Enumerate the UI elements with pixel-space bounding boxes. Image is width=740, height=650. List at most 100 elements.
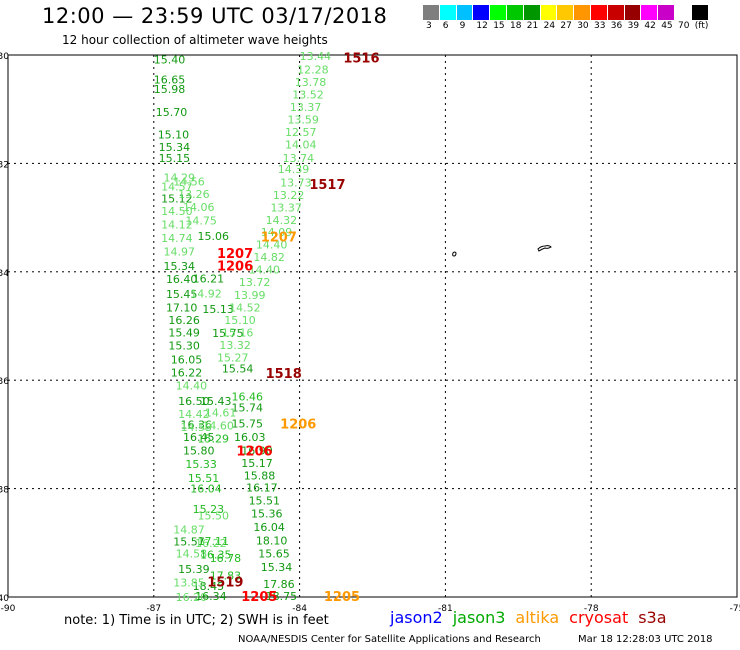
altimeter-tracks: 15.4016.6515.9815.7015.1015.3415.1515.12… <box>154 50 331 604</box>
color-scale-swatch <box>489 5 506 20</box>
wave-height-value: 13.22 <box>273 189 305 202</box>
wave-height-value: 16.26 <box>168 314 200 327</box>
color-scale-swatch <box>455 5 473 20</box>
color-scale-label: 9 <box>459 21 466 31</box>
color-scale-swatch <box>556 5 574 20</box>
wave-height-value: 12.57 <box>285 126 317 139</box>
wave-height-value: 15.51 <box>249 495 281 508</box>
wave-height-value: 14.09 <box>261 226 293 239</box>
wave-height-value: 15.54 <box>222 362 254 375</box>
color-scale-label: 36 <box>610 21 623 31</box>
wave-height-value: 15.75 <box>232 418 264 431</box>
wave-height-value: 16.17 <box>246 482 278 495</box>
wave-height-value: 15.40 <box>154 53 186 66</box>
wave-height-value: 14.06 <box>183 201 215 214</box>
lat-tick-label: -40 <box>0 594 9 604</box>
color-scale-swatch <box>422 5 439 20</box>
wave-height-value: 14.04 <box>285 138 317 151</box>
wave-height-value: 13.85 <box>173 576 205 589</box>
wave-height-value: 15.80 <box>183 445 215 458</box>
wave-height-value: 12.28 <box>297 64 329 77</box>
pass-time-label: 1206 <box>280 418 316 433</box>
wave-height-value: 15.57 <box>173 536 205 549</box>
pass-time-label: 1207 <box>217 247 253 262</box>
wave-height-value: 16.04 <box>190 483 222 496</box>
wave-height-value: 15.43 <box>200 395 232 408</box>
color-scale-label: 27 <box>560 21 572 31</box>
wave-height-value: 15.65 <box>258 548 290 561</box>
color-scale-labels: 3 6 9 12 15 18 21 24 27 30 33 36 39 42 45 70 (ft) <box>422 21 740 33</box>
pass-time-label: 1207 <box>261 231 297 246</box>
wave-height-value: 14.58 <box>176 548 208 561</box>
lon-tick-label: -78 <box>584 604 599 614</box>
wave-height-value: 14.53 <box>181 421 213 434</box>
wave-height-value: 14.42 <box>178 408 210 421</box>
color-scale-swatch <box>657 5 674 20</box>
island-outline <box>452 251 457 257</box>
pass-time-label: 1205 <box>241 590 277 605</box>
color-scale-swatch <box>673 5 691 20</box>
lon-tick-label: -81 <box>438 604 453 614</box>
pass-time-label: 1206 <box>236 445 272 460</box>
legend-item-s3a: s3a <box>638 608 667 627</box>
wave-height-value: 15.50 <box>198 510 230 523</box>
wave-height-value: 15.49 <box>168 327 200 340</box>
wave-height-value: 16.22 <box>171 367 203 380</box>
color-scale-label: 24 <box>543 21 556 31</box>
lat-tick-label: -36 <box>0 377 9 387</box>
wave-height-value: 14.87 <box>173 523 205 536</box>
page-subtitle: 12 hour collection of altimeter wave hei… <box>62 33 328 47</box>
wave-height-value: 14.57 <box>161 181 193 194</box>
pass-time-label: 1517 <box>309 178 345 193</box>
island-outlines <box>452 245 552 257</box>
wave-height-value: 17.83 <box>210 569 242 582</box>
wave-height-value: 15.27 <box>217 351 249 364</box>
lat-tick-label: -30 <box>0 52 9 62</box>
wave-height-value: 14.40 <box>256 239 287 252</box>
wave-height-value: 15.13 <box>202 303 234 316</box>
wave-height-value: 13.37 <box>290 101 322 114</box>
wave-height-value: 15.10 <box>158 129 190 142</box>
lat-tick-label: -34 <box>0 269 9 279</box>
wave-height-value: 14.60 <box>202 420 234 433</box>
wave-height-value: 14.12 <box>161 219 193 232</box>
footer-credit: NOAA/NESDIS Center for Satellite Applica… <box>238 634 541 645</box>
wave-height-value: 16.90 <box>241 445 273 458</box>
wave-height-value: 16.65 <box>154 73 186 86</box>
wave-height-value: 13.37 <box>270 201 302 214</box>
wave-height-value: 16.35 <box>200 549 232 562</box>
wave-height-value: 16.46 <box>232 390 264 403</box>
color-scale-swatch <box>438 5 456 20</box>
lat-tick-label: -38 <box>0 486 9 496</box>
wave-height-value: 15.36 <box>251 508 283 521</box>
wave-height-value: 14.97 <box>164 246 196 259</box>
legend-item-altika: altika <box>515 608 560 627</box>
wave-height-value: 13.78 <box>295 76 327 89</box>
color-scale-label: (ft) <box>694 21 709 31</box>
wave-height-value: 15.45 <box>166 288 198 301</box>
wave-height-value: 14.40 <box>249 264 281 277</box>
color-scale-label: 3 <box>426 21 432 31</box>
wave-height-value: 15.34 <box>164 260 196 273</box>
wave-height-value: 14.50 <box>161 205 193 218</box>
wave-height-value: 16.03 <box>234 431 265 444</box>
lon-tick-label: -87 <box>146 604 161 614</box>
legend-item-cryosat: cryosat <box>569 608 629 627</box>
island-outline <box>537 245 552 252</box>
lat-tick-label: -32 <box>0 160 9 170</box>
wave-height-value: 15.34 <box>261 561 293 574</box>
wave-height-value: 15.16 <box>222 327 254 340</box>
wave-height-value: 16.45 <box>183 431 215 444</box>
pass-time-label: 1518 <box>266 367 302 382</box>
wave-height-value: 14.39 <box>278 163 310 176</box>
wave-height-value: 13.44 <box>300 50 332 63</box>
color-scale-swatch <box>573 5 590 20</box>
color-scale-swatch <box>690 5 708 20</box>
wave-height-value: 13.52 <box>292 89 324 102</box>
color-scale-label: 70 <box>678 21 690 31</box>
wave-height-value: 18.45 <box>193 580 225 593</box>
wave-height-value: 13.59 <box>287 113 319 126</box>
color-scale-label: 30 <box>577 21 589 31</box>
wave-height-value: 15.74 <box>232 401 264 414</box>
